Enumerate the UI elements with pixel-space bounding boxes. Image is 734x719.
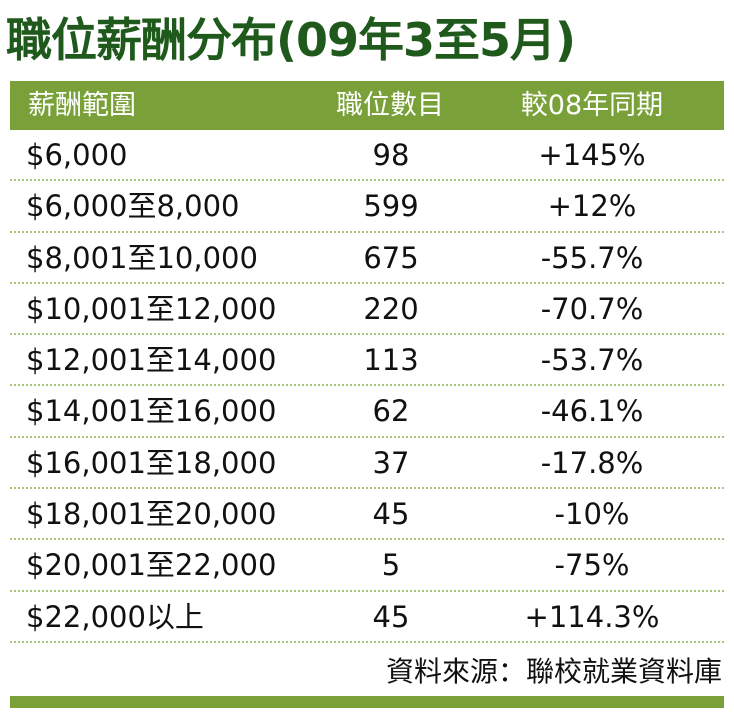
salary-range-cell: $6,000 — [26, 138, 128, 172]
column-header-range: 薪酬範圍 — [28, 90, 136, 121]
salary-range-cell: $20,001至22,000 — [26, 548, 277, 583]
yoy-change-cell: +145% — [538, 138, 646, 172]
job-count-cell: 62 — [372, 394, 410, 429]
table-row: $20,001至22,000 5 -75% — [10, 540, 724, 592]
job-count-cell: 675 — [363, 240, 419, 275]
salary-table: 薪酬範圍 職位數目 較08年同期 $6,000 98 +145% $6,000至8,0… — [10, 81, 724, 643]
job-count-cell: 220 — [363, 291, 419, 326]
table-row: $14,001至16,000 62 -46.1% — [10, 386, 724, 438]
job-count-cell: 113 — [363, 343, 419, 378]
yoy-change-cell: -55.7% — [540, 240, 644, 275]
job-count-cell: 98 — [372, 138, 410, 172]
table-row: $6,000 98 +145% — [10, 130, 724, 182]
table-row: $6,000至8,000 599 +12% — [10, 181, 724, 233]
yoy-change-cell: -46.1% — [540, 394, 644, 429]
table-row: $22,000以上 45 +114.3% — [10, 592, 724, 643]
yoy-change-cell: -75% — [554, 548, 630, 583]
job-count-cell: 45 — [372, 497, 410, 532]
yoy-change-cell: -17.8% — [540, 445, 644, 480]
table-body: $6,000 98 +145% $6,000至8,000 599 +12% $8,001至1… — [10, 130, 724, 643]
salary-range-cell: $22,000以上 — [26, 599, 204, 634]
job-count-cell: 599 — [363, 189, 419, 224]
column-header-change: 較08年同期 — [520, 90, 664, 121]
table-row: $18,001至20,000 45 -10% — [10, 489, 724, 541]
salary-range-cell: $6,000至8,000 — [26, 189, 240, 224]
source-note: 資料來源：聯校就業資料庫 — [385, 655, 722, 688]
yoy-change-cell: +12% — [547, 189, 637, 224]
yoy-change-cell: +114.3% — [524, 599, 660, 634]
chart-title: 職位薪酬分布(09年3至5月) — [6, 13, 576, 67]
salary-range-cell: $16,001至18,000 — [26, 445, 277, 480]
job-count-cell: 45 — [372, 599, 410, 634]
yoy-change-cell: -53.7% — [540, 343, 644, 378]
table-row: $12,001至14,000 113 -53.7% — [10, 335, 724, 387]
column-header-count: 職位數目 — [336, 90, 444, 121]
table-header: 薪酬範圍 職位數目 較08年同期 — [10, 81, 724, 130]
job-count-cell: 37 — [372, 445, 410, 480]
bottom-bar — [10, 696, 724, 708]
job-count-cell: 5 — [381, 548, 401, 583]
yoy-change-cell: -10% — [554, 497, 630, 532]
salary-range-cell: $10,001至12,000 — [26, 291, 277, 326]
yoy-change-cell: -70.7% — [540, 291, 644, 326]
salary-range-cell: $18,001至20,000 — [26, 497, 277, 532]
table-row: $10,001至12,000 220 -70.7% — [10, 284, 724, 336]
salary-range-cell: $14,001至16,000 — [26, 394, 277, 429]
salary-range-cell: $8,001至10,000 — [26, 240, 258, 275]
salary-range-cell: $12,001至14,000 — [26, 343, 277, 378]
table-row: $8,001至10,000 675 -55.7% — [10, 233, 724, 284]
table-row: $16,001至18,000 37 -17.8% — [10, 438, 724, 490]
